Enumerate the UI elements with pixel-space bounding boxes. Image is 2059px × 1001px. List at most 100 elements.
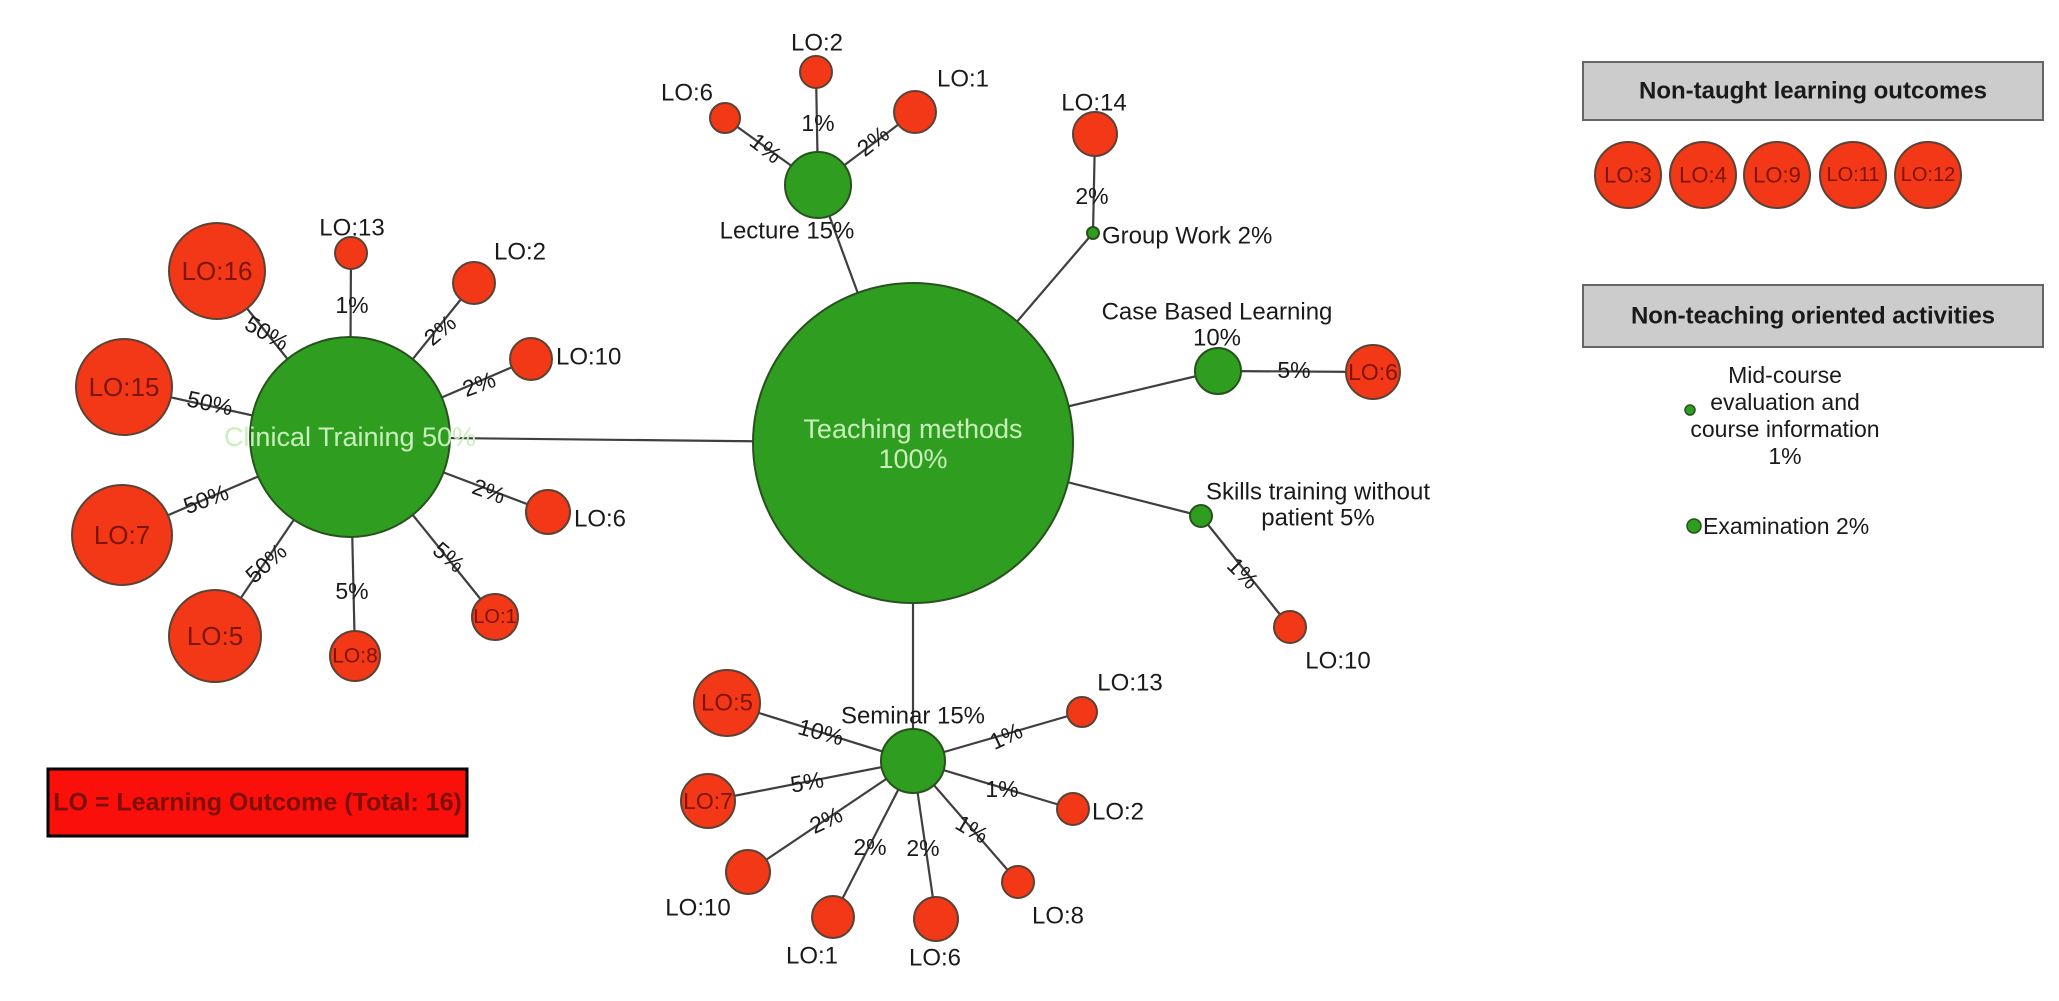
node-lec_lo1	[893, 90, 937, 134]
edge-label-clinical-cl_lo15: 50%	[185, 385, 235, 420]
label-cb_lo6: LO:6	[1348, 359, 1398, 385]
node-sem_lo10	[725, 849, 771, 895]
legend-activity-label-0: 1%	[1768, 443, 1801, 469]
label-cl_lo6: LO:6	[574, 506, 626, 533]
legend-circle-LO9	[1743, 141, 1811, 209]
edge-label-lecture-lec_lo6: 1%	[745, 128, 787, 169]
label-seminar: Seminar 15%	[841, 703, 985, 730]
edge-seminar-sem_lo7	[707, 759, 914, 803]
edge-label-clinical-cl_lo6: 2%	[469, 473, 509, 509]
label-cl_lo10: LO:10	[556, 344, 621, 371]
edge-label-seminar-sem_lo8: 1%	[951, 809, 993, 848]
label-lec_lo1: LO:1	[937, 66, 989, 93]
edge-label-seminar-sem_lo13: 1%	[985, 717, 1026, 755]
legend-activity-dot-1	[1686, 518, 1702, 534]
node-sem_lo6	[913, 896, 959, 942]
edge-label-casebased-cb_lo6: 5%	[1277, 357, 1310, 383]
label-sem_lo1: LO:1	[786, 943, 838, 970]
legend-non-taught-header-box	[1582, 61, 2044, 121]
legend-circle-label-1: LO:4	[1679, 163, 1727, 188]
edge-label-clinical-cl_lo8: 5%	[335, 578, 368, 604]
edge-label-seminar-sem_lo5: 10%	[795, 713, 846, 750]
label-sem_lo10: LO:10	[665, 895, 730, 922]
edge-label-clinical-cl_lo16: 50%	[241, 310, 294, 356]
label-lec_lo6: LO:6	[661, 80, 713, 107]
legend-circle-LO12	[1894, 141, 1962, 209]
node-cl_lo13	[334, 236, 368, 270]
node-sem_lo1	[811, 895, 855, 939]
legend-non-taught-title: Non-taught learning outcomes	[1639, 78, 1987, 105]
legend-circle-label-2: LO:9	[1753, 163, 1801, 188]
edge-label-seminar-sem_lo10: 2%	[805, 801, 846, 839]
node-sk_lo10	[1273, 610, 1307, 644]
node-sem_lo5	[693, 669, 761, 737]
note-box	[46, 767, 469, 838]
edge-label-clinical-cl_lo7: 50%	[180, 479, 232, 519]
label-cl_lo8: LO:8	[332, 645, 378, 668]
label-sk_lo10: LO:10	[1305, 648, 1370, 675]
edge-label-lecture-lec_lo2: 1%	[801, 110, 834, 136]
legend-activity-label-0: course information	[1690, 416, 1879, 442]
label-teaching: Teaching methods	[803, 414, 1022, 444]
label-cl_lo16: LO:16	[182, 256, 253, 286]
label-lecture: Lecture 15%	[720, 218, 855, 245]
node-cl_lo5	[168, 589, 262, 683]
legend-circle-label-4: LO:12	[1901, 164, 1955, 186]
legend-activity-dot-0	[1684, 404, 1696, 416]
label-skills: patient 5%	[1261, 505, 1374, 532]
node-lec_lo2	[799, 55, 833, 89]
node-teaching	[752, 282, 1074, 604]
label-lec_lo2: LO:2	[791, 30, 843, 57]
node-cl_lo1	[471, 593, 519, 641]
edge-label-seminar-sem_lo2: 1%	[985, 776, 1018, 802]
label-clinical: Clinical Training 50%	[224, 422, 476, 452]
node-casebased	[1194, 347, 1242, 395]
node-cl_lo6	[525, 489, 571, 535]
node-sem_lo13	[1066, 696, 1098, 728]
node-gw_lo14	[1072, 111, 1118, 157]
legend-non-teaching-title: Non-teaching oriented activities	[1631, 303, 1995, 330]
node-groupwork	[1086, 226, 1100, 240]
node-sem_lo2	[1056, 792, 1090, 826]
node-sem_lo7	[680, 773, 736, 829]
legend-activity-label-0: Mid-course	[1728, 362, 1842, 388]
label-cl_lo1: LO:1	[473, 606, 516, 628]
node-cl_lo2	[452, 261, 496, 305]
label-gw_lo14: LO:14	[1061, 90, 1126, 117]
label-cl_lo2: LO:2	[494, 239, 546, 266]
legend-activity-label-1: Examination 2%	[1703, 513, 1869, 539]
label-skills: Skills training without	[1206, 479, 1430, 506]
edge-skills-sk_lo10	[1200, 515, 1291, 628]
node-clinical	[249, 336, 451, 538]
legend-non-teaching-header-box	[1582, 284, 2044, 348]
legend-circle-LO11	[1819, 141, 1887, 209]
label-cl_lo7: LO:7	[94, 520, 150, 550]
label-sem_lo5: LO:5	[701, 690, 753, 717]
label-sem_lo2: LO:2	[1092, 799, 1144, 826]
label-sem_lo13: LO:13	[1097, 670, 1162, 697]
node-cl_lo10	[509, 337, 553, 381]
node-cl_lo16	[168, 222, 266, 320]
edge-seminar-sem_lo10	[747, 760, 914, 873]
label-sem_lo8: LO:8	[1032, 903, 1084, 930]
label-casebased: 10%	[1193, 325, 1241, 352]
legend-circle-label-3: LO:11	[1827, 164, 1880, 186]
edge-label-clinical-cl_lo10: 2%	[459, 366, 499, 402]
node-cl_lo8	[329, 630, 381, 682]
node-lecture	[784, 151, 852, 219]
edge-label-seminar-sem_lo7: 5%	[788, 766, 825, 797]
edge-label-groupwork-gw_lo14: 2%	[1075, 183, 1108, 209]
edge-label-clinical-cl_lo13: 1%	[335, 292, 368, 318]
edge-label-seminar-sem_lo6: 2%	[906, 835, 939, 861]
edge-label-seminar-sem_lo1: 2%	[853, 834, 886, 860]
node-cl_lo15	[75, 338, 173, 436]
label-sem_lo7: LO:7	[683, 788, 733, 814]
legend-circle-LO4	[1669, 141, 1737, 209]
label-teaching: 100%	[878, 444, 947, 474]
node-skills	[1189, 504, 1213, 528]
label-sem_lo6: LO:6	[909, 945, 961, 972]
node-lec_lo6	[709, 102, 741, 134]
legend-activity-label-0: evaluation and	[1710, 389, 1860, 415]
